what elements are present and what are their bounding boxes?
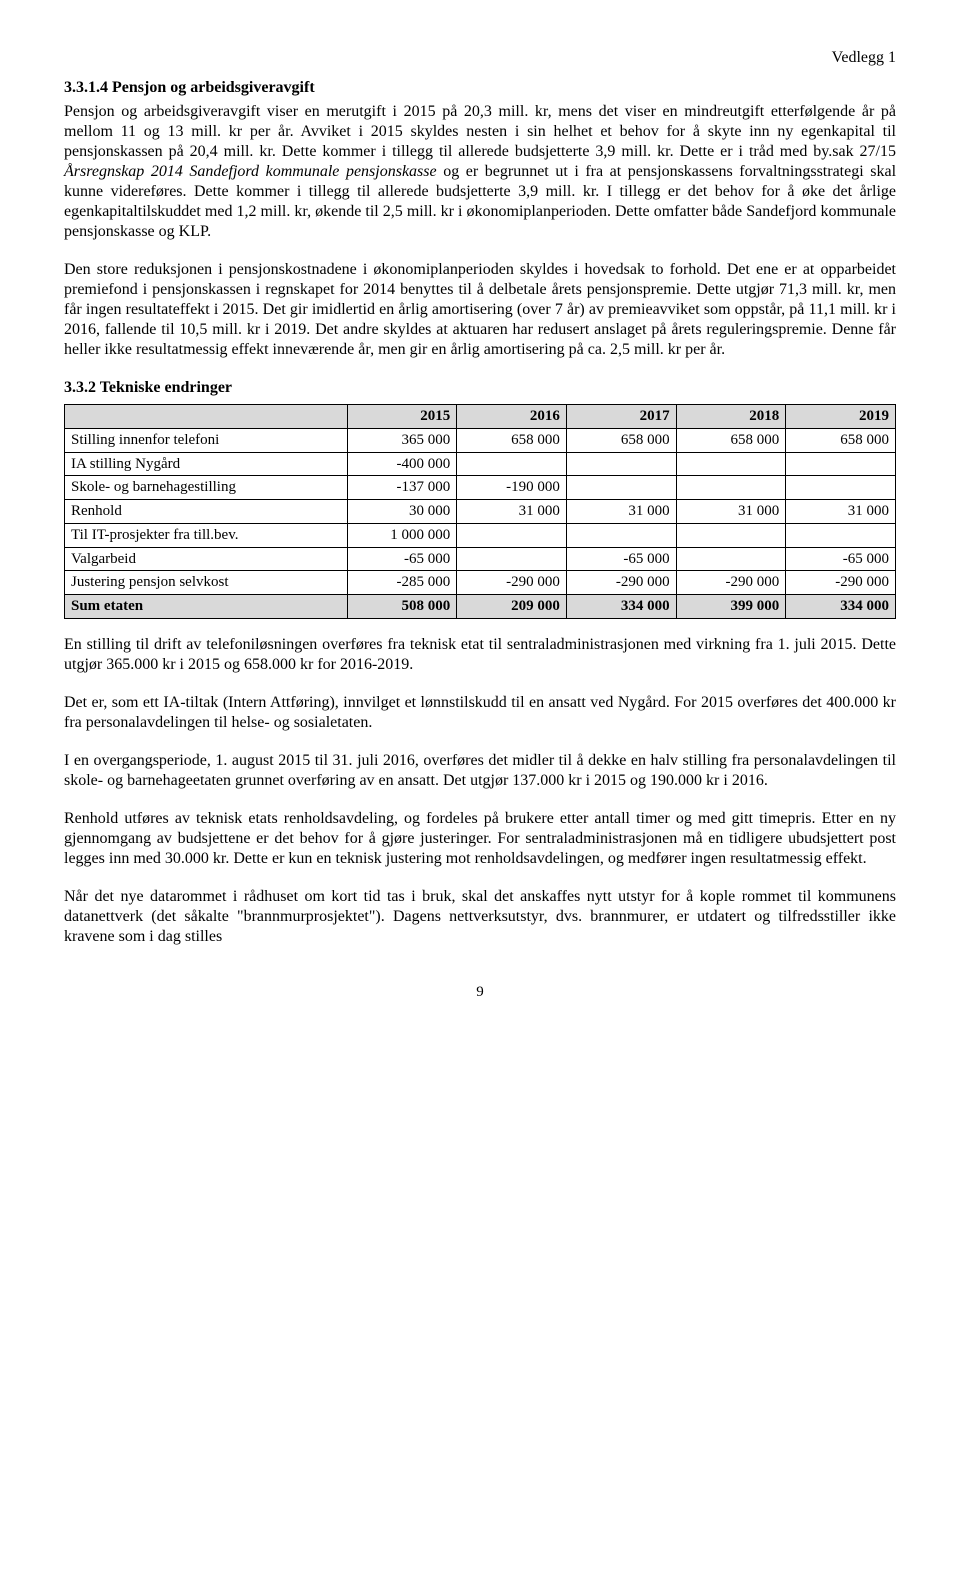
table-sum-row: Sum etaten508 000209 000334 000399 00033… bbox=[65, 595, 896, 619]
table-header-year: 2017 bbox=[566, 405, 676, 429]
table-cell: 31 000 bbox=[457, 500, 567, 524]
table-row-label: Renhold bbox=[65, 500, 348, 524]
paragraph-tech-1: En stilling til drift av telefoniløsning… bbox=[64, 635, 896, 675]
table-cell: -137 000 bbox=[347, 476, 457, 500]
table-cell: 658 000 bbox=[566, 428, 676, 452]
table-header-blank bbox=[65, 405, 348, 429]
section-heading-tekniske: 3.3.2 Tekniske endringer bbox=[64, 378, 896, 398]
table-header-year: 2019 bbox=[786, 405, 896, 429]
table-cell: 365 000 bbox=[347, 428, 457, 452]
table-cell: -290 000 bbox=[676, 571, 786, 595]
paragraph-pensjon-2: Den store reduksjonen i pensjonskostnade… bbox=[64, 260, 896, 360]
table-cell bbox=[457, 547, 567, 571]
table-cell bbox=[786, 476, 896, 500]
table-row-label: Skole- og barnehagestilling bbox=[65, 476, 348, 500]
table-header-year: 2018 bbox=[676, 405, 786, 429]
table-header-year: 2016 bbox=[457, 405, 567, 429]
table-cell bbox=[676, 476, 786, 500]
table-row: Skole- og barnehagestilling-137 000-190 … bbox=[65, 476, 896, 500]
table-cell bbox=[566, 452, 676, 476]
table-row: Renhold30 00031 00031 00031 00031 000 bbox=[65, 500, 896, 524]
paragraph-tech-2: Det er, som ett IA-tiltak (Intern Attfør… bbox=[64, 693, 896, 733]
table-sum-label: Sum etaten bbox=[65, 595, 348, 619]
table-cell: 31 000 bbox=[786, 500, 896, 524]
table-cell: 1 000 000 bbox=[347, 523, 457, 547]
paragraph-tech-3: I en overgangsperiode, 1. august 2015 ti… bbox=[64, 751, 896, 791]
table-cell bbox=[566, 523, 676, 547]
table-cell bbox=[566, 476, 676, 500]
table-row-label: Stilling innenfor telefoni bbox=[65, 428, 348, 452]
table-row-label: Justering pensjon selvkost bbox=[65, 571, 348, 595]
table-cell: 30 000 bbox=[347, 500, 457, 524]
table-cell bbox=[457, 523, 567, 547]
table-cell: 658 000 bbox=[457, 428, 567, 452]
table-cell: -290 000 bbox=[566, 571, 676, 595]
table-cell: -285 000 bbox=[347, 571, 457, 595]
paragraph-text: Pensjon og arbeidsgiveravgift viser en m… bbox=[64, 103, 896, 160]
table-row: Stilling innenfor telefoni365 000658 000… bbox=[65, 428, 896, 452]
table-row: Justering pensjon selvkost-285 000-290 0… bbox=[65, 571, 896, 595]
table-cell: -65 000 bbox=[786, 547, 896, 571]
table-cell: -290 000 bbox=[457, 571, 567, 595]
table-cell bbox=[786, 523, 896, 547]
table-cell: 658 000 bbox=[676, 428, 786, 452]
table-cell: 658 000 bbox=[786, 428, 896, 452]
paragraph-tech-4: Renhold utføres av teknisk etats renhold… bbox=[64, 809, 896, 869]
table-cell: -190 000 bbox=[457, 476, 567, 500]
table-cell bbox=[676, 523, 786, 547]
table-row-label: IA stilling Nygård bbox=[65, 452, 348, 476]
attachment-label: Vedlegg 1 bbox=[64, 48, 896, 68]
table-sum-cell: 508 000 bbox=[347, 595, 457, 619]
table-sum-cell: 334 000 bbox=[566, 595, 676, 619]
table-cell bbox=[676, 452, 786, 476]
table-row-label: Valgarbeid bbox=[65, 547, 348, 571]
table-row: IA stilling Nygård-400 000 bbox=[65, 452, 896, 476]
table-cell: 31 000 bbox=[676, 500, 786, 524]
table-row: Til IT-prosjekter fra till.bev.1 000 000 bbox=[65, 523, 896, 547]
table-cell: -290 000 bbox=[786, 571, 896, 595]
table-header-year: 2015 bbox=[347, 405, 457, 429]
table-cell bbox=[457, 452, 567, 476]
table-cell: -400 000 bbox=[347, 452, 457, 476]
tekniske-endringer-table: 20152016201720182019 Stilling innenfor t… bbox=[64, 404, 896, 619]
paragraph-pensjon-1: Pensjon og arbeidsgiveravgift viser en m… bbox=[64, 102, 896, 242]
table-cell bbox=[786, 452, 896, 476]
table-cell: 31 000 bbox=[566, 500, 676, 524]
page-number: 9 bbox=[64, 983, 896, 1002]
table-cell bbox=[676, 547, 786, 571]
paragraph-italic: Årsregnskap 2014 Sandefjord kommunale pe… bbox=[64, 163, 437, 180]
table-row: Valgarbeid-65 000-65 000-65 000 bbox=[65, 547, 896, 571]
section-heading-pensjon: 3.3.1.4 Pensjon og arbeidsgiveravgift bbox=[64, 78, 896, 98]
table-cell: -65 000 bbox=[347, 547, 457, 571]
table-cell: -65 000 bbox=[566, 547, 676, 571]
table-sum-cell: 334 000 bbox=[786, 595, 896, 619]
paragraph-tech-5: Når det nye datarommet i rådhuset om kor… bbox=[64, 887, 896, 947]
table-row-label: Til IT-prosjekter fra till.bev. bbox=[65, 523, 348, 547]
table-sum-cell: 399 000 bbox=[676, 595, 786, 619]
table-sum-cell: 209 000 bbox=[457, 595, 567, 619]
